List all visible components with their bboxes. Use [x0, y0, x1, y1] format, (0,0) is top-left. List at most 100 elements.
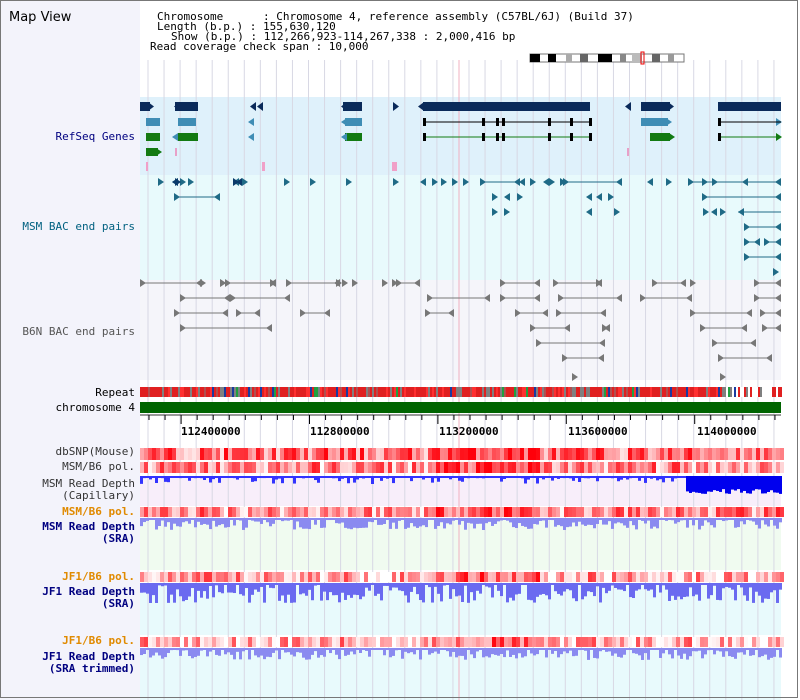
dbsnp-heat-cell — [668, 448, 672, 460]
repeat-element — [284, 387, 286, 397]
track-label-msm-depth-sra[interactable]: MSM Read Depth — [42, 520, 135, 533]
repeat-element — [180, 387, 182, 397]
track-label-jf1-depth-sra[interactable]: JF1 Read Depth — [42, 585, 135, 598]
track-label-msm-bac[interactable]: MSM BAC end pairs — [22, 220, 135, 233]
repeat-element — [352, 387, 354, 397]
repeat-element — [306, 387, 308, 397]
bac-end-arrow — [775, 178, 781, 186]
repeat-element — [554, 387, 556, 397]
msm-pol2-heat-cell — [484, 507, 488, 517]
msm-sra-depth-bar — [335, 518, 338, 524]
repeat-element — [710, 387, 712, 397]
msm-pol2-heat-cell — [272, 507, 276, 517]
b6n-bac-background — [140, 280, 781, 380]
position-axis: 112400000 112800000 113200000 113600000 1140… — [140, 414, 781, 438]
msm-pol2-heat-cell — [228, 507, 232, 517]
jf1-sra-depth-bar — [179, 583, 182, 597]
dbsnp-heat-cell — [440, 448, 444, 460]
jf1-pol-heat-cell — [592, 572, 596, 582]
capillary-depth-bar — [704, 476, 707, 494]
jf1-pol-heat-cell — [216, 572, 220, 582]
jf1-trimmed-depth-bar — [251, 648, 254, 650]
capillary-depth-bar — [197, 476, 200, 478]
track-label-msm-pol-2[interactable]: MSM/B6 pol. — [62, 505, 135, 518]
jf1-trimmed-depth-bar — [641, 648, 644, 660]
msm-sra-depth-bar — [143, 518, 146, 523]
msm-pol2-heat-cell — [304, 507, 308, 517]
repeat-element — [168, 387, 170, 397]
repeat-element — [548, 387, 550, 397]
track-label-dbsnp[interactable]: dbSNP(Mouse) — [55, 445, 135, 458]
dbsnp-heat-cell — [768, 448, 772, 460]
msm-pol2-heat-cell — [572, 507, 576, 517]
msm-pol-heat-cell — [668, 462, 672, 473]
track-label-jf1-pol-2[interactable]: JF1/B6 pol. — [62, 634, 135, 647]
dbsnp-heat-cell — [448, 448, 452, 460]
track-label-msm-pol[interactable]: MSM/B6 pol. — [62, 460, 135, 473]
bac-end-arrow — [762, 324, 768, 332]
bac-end-arrow — [517, 193, 523, 201]
jf1-pol-heat-cell — [176, 572, 180, 582]
jf1-trimmed-depth-bar — [350, 648, 353, 652]
jf1-sra-depth-bar — [626, 583, 629, 585]
msm-sra-depth-bar — [395, 518, 398, 529]
msm-pol2-heat-cell — [172, 507, 176, 517]
msm-sra-depth-bar — [509, 518, 512, 523]
jf1-trimmed-depth-bar — [161, 648, 164, 659]
msm-bac-track[interactable] — [158, 178, 781, 276]
jf1-sra-depth-bar — [617, 583, 620, 590]
repeat-element — [654, 387, 656, 397]
dbsnp-heat-cell — [772, 448, 776, 460]
bac-end-arrow — [230, 294, 236, 302]
repeat-track[interactable] — [140, 387, 782, 397]
jf1-sra-depth-bar — [404, 583, 407, 596]
jf1-sra-depth-bar — [677, 583, 680, 597]
jf1-pol-heat-cell — [708, 572, 712, 582]
jf1-pol2-heat-cell — [468, 637, 472, 647]
msm-pol-heat-cell — [160, 462, 164, 473]
jf1-sra-depth-bar — [338, 583, 341, 603]
jf1-sra-depth-bar — [209, 583, 212, 586]
track-label-b6n-bac[interactable]: B6N BAC end pairs — [22, 325, 135, 338]
dbsnp-heat-cell — [384, 448, 388, 460]
repeat-element — [440, 387, 442, 397]
repeat-element — [390, 387, 392, 397]
jf1-trimmed-depth-bar — [617, 648, 620, 657]
track-label-jf1-pol[interactable]: JF1/B6 pol. — [62, 570, 135, 583]
jf1-trimmed-depth-bar — [707, 648, 710, 651]
gene-block — [146, 133, 160, 141]
b6n-bac-track[interactable] — [140, 279, 781, 381]
repeat-element — [388, 387, 390, 397]
jf1-pol-heat-cell — [696, 572, 700, 582]
chromosome-ideogram[interactable] — [529, 51, 685, 65]
track-label-msm-depth-capillary[interactable]: MSM Read Depth — [42, 477, 135, 490]
depth-tracks[interactable] — [140, 476, 782, 660]
dbsnp-heat-cell — [724, 448, 728, 460]
msm-sra-depth-bar — [437, 518, 440, 527]
msm-sra-depth-bar — [728, 518, 731, 520]
repeat-element — [634, 387, 636, 397]
msm-sra-depth-bar — [356, 518, 359, 529]
capillary-depth-bar — [551, 476, 554, 481]
jf1-trimmed-depth-bar — [515, 648, 518, 659]
repeat-element — [446, 387, 448, 397]
jf1-sra-depth-bar — [299, 583, 302, 595]
repeat-element — [444, 387, 446, 397]
msm-pol-heat-cell — [700, 462, 704, 473]
capillary-depth-bar — [677, 476, 680, 478]
refseq-track[interactable] — [140, 102, 782, 171]
jf1-trimmed-depth-bar — [536, 648, 539, 655]
dbsnp-heat-cell — [452, 448, 456, 460]
track-label-jf1-depth-trimmed[interactable]: JF1 Read Depth — [42, 650, 135, 663]
heatmap-tracks[interactable] — [140, 448, 784, 647]
repeat-element — [372, 387, 374, 397]
jf1-pol-heat-cell — [392, 572, 396, 582]
msm-pol-heat-cell — [176, 462, 180, 473]
track-label-refseq[interactable]: RefSeq Genes — [55, 130, 135, 143]
jf1-trimmed-depth-bar — [560, 648, 563, 655]
repeat-element — [300, 387, 302, 397]
msm-sra-depth-bar — [617, 518, 620, 523]
msm-sra-depth-bar — [203, 518, 206, 524]
msm-sra-depth-bar — [326, 518, 329, 521]
